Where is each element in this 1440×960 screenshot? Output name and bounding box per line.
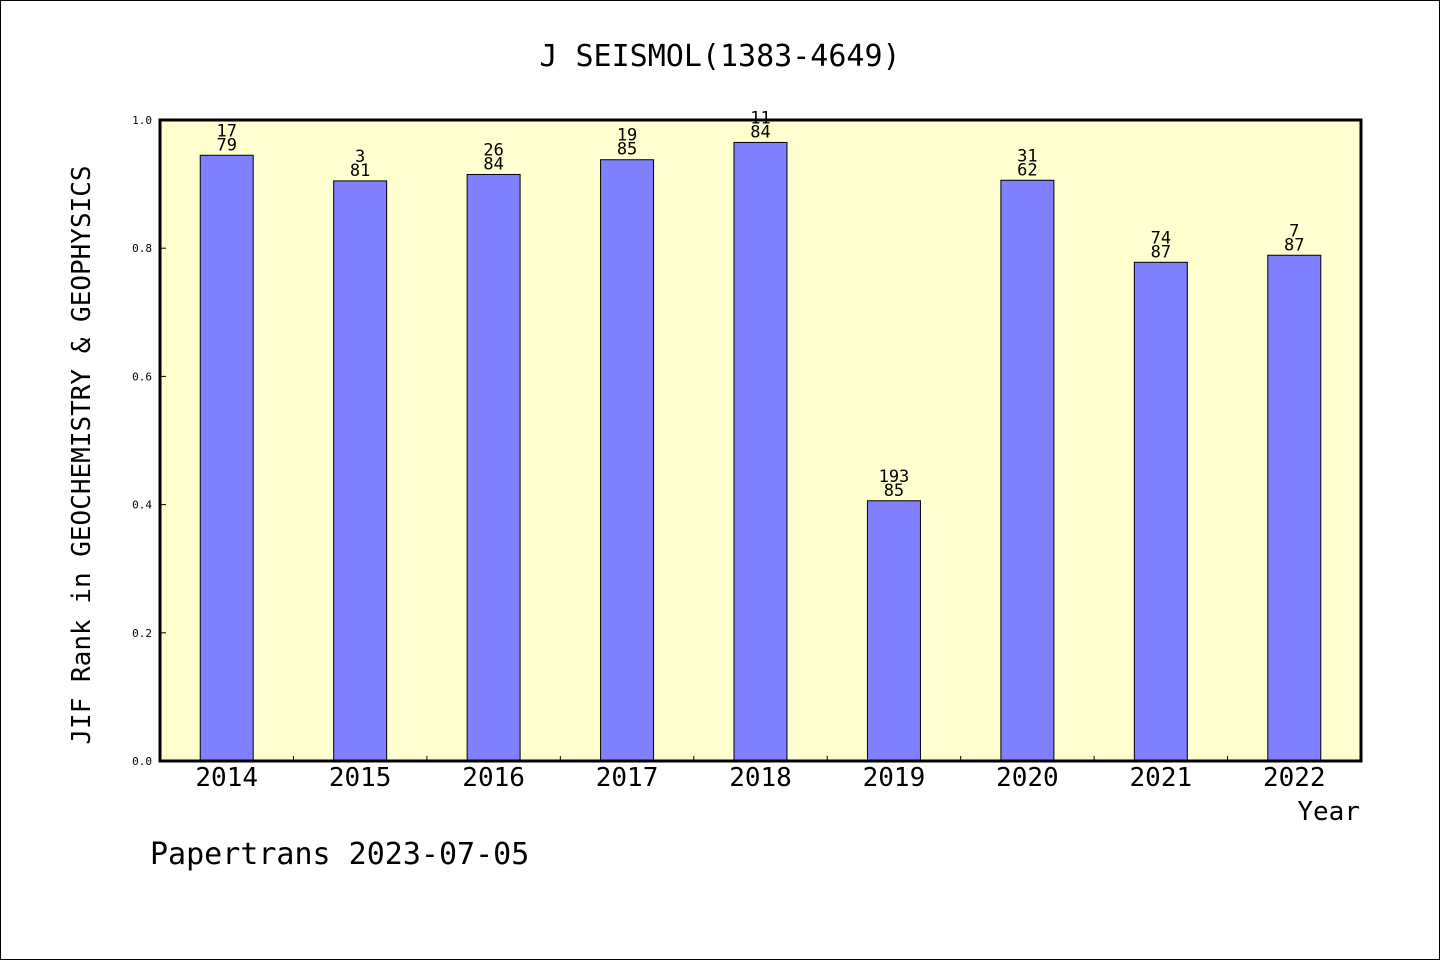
x-tick-label: 2021 xyxy=(1130,763,1193,793)
bar-total-label: 62 xyxy=(1017,160,1037,180)
y-tick-label: 0.4 xyxy=(132,499,152,512)
bar-total-label: 87 xyxy=(1151,242,1171,262)
bar-rank-label: 17 xyxy=(216,121,236,141)
x-tick-label: 2019 xyxy=(863,763,926,793)
bar-rank-label: 74 xyxy=(1151,228,1171,248)
x-tick-label: 2015 xyxy=(329,763,392,793)
bar-rank-label: 26 xyxy=(483,140,503,160)
y-tick-label: 0.0 xyxy=(132,755,152,768)
bar-total-label: 85 xyxy=(884,481,904,501)
x-tick-label: 2018 xyxy=(729,763,792,793)
bar-total-label: 84 xyxy=(750,122,770,142)
bar-2022 xyxy=(1267,254,1322,762)
bar-2016 xyxy=(466,173,521,762)
y-tick-label: 0.2 xyxy=(132,627,152,640)
bar-2017 xyxy=(600,159,655,762)
bar-2018 xyxy=(733,141,788,762)
bar-2015 xyxy=(333,180,388,762)
y-tick-label: 1.0 xyxy=(132,114,152,127)
chart-title: J SEISMOL(1383-4649) xyxy=(539,39,900,74)
bar-rank-label: 193 xyxy=(879,467,910,487)
x-tick-label: 2014 xyxy=(195,763,258,793)
x-axis-label: Year xyxy=(1297,797,1360,827)
x-tick-label: 2017 xyxy=(596,763,659,793)
bar-rank-label: 31 xyxy=(1017,146,1037,166)
bar-total-label: 81 xyxy=(350,161,370,181)
bar-rank-label: 19 xyxy=(617,126,637,146)
bar-2019 xyxy=(866,500,921,762)
bar-rank-label: 11 xyxy=(750,108,770,128)
bar-2020 xyxy=(1000,179,1055,762)
bar-total-label: 85 xyxy=(617,140,637,160)
y-axis: 0.0 0.2 0.4 0.6 0.8 1.0 xyxy=(132,114,166,768)
plot-border xyxy=(158,118,1363,763)
bars xyxy=(199,141,1322,762)
x-tick-label: 2016 xyxy=(462,763,525,793)
bar-total-label: 87 xyxy=(1284,235,1304,255)
bar-total-label: 84 xyxy=(483,154,503,174)
y-tick-label: 0.8 xyxy=(132,242,152,255)
bar-rank-label: 7 xyxy=(1289,221,1299,241)
bar-2014 xyxy=(199,154,254,762)
bar-2021 xyxy=(1133,261,1188,762)
y-axis-label: JIF Rank in GEOCHEMISTRY & GEOPHYSICS xyxy=(67,165,97,744)
footer-text: Papertrans 2023-07-05 xyxy=(150,837,529,872)
x-axis: 2014 2015 2016 2017 2018 2019 2020 2021 2022 xyxy=(195,756,1326,793)
y-tick-label: 0.6 xyxy=(132,370,152,383)
bar-total-label: 79 xyxy=(216,135,236,155)
bar-rank-label: 3 xyxy=(355,147,365,167)
x-tick-label: 2020 xyxy=(996,763,1059,793)
x-tick-label: 2022 xyxy=(1263,763,1326,793)
